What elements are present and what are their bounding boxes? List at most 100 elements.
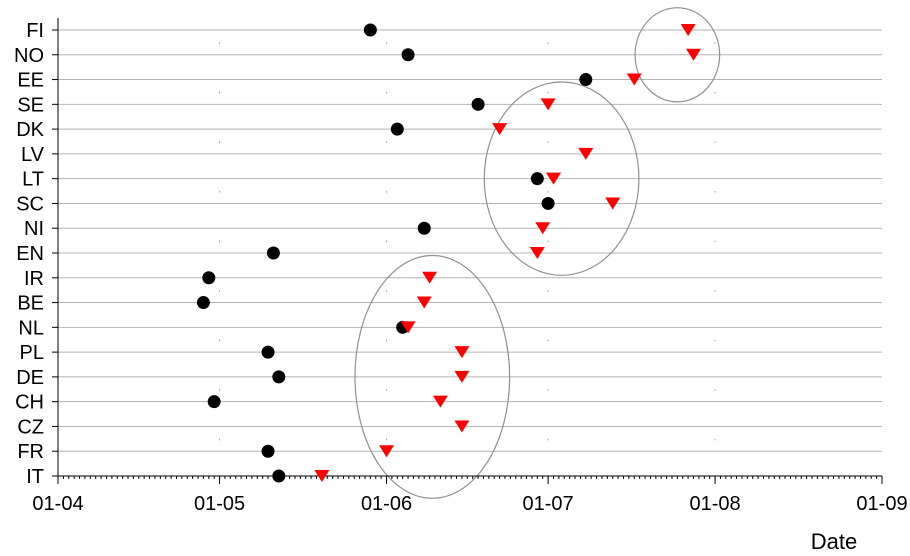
triangle-point-ee: [626, 73, 642, 86]
circle-point-no: [401, 48, 415, 62]
vertical-grid-dot: [714, 339, 716, 342]
vertical-grid-dot: [714, 240, 716, 243]
triangle-point-it: [314, 470, 330, 482]
vertical-grid-dot: [386, 191, 388, 193]
vertical-grid-dot: [386, 91, 388, 94]
circle-point-fr: [261, 444, 275, 458]
triangle-point-lt: [545, 172, 561, 185]
vertical-grid-dot: [386, 42, 388, 44]
circle-point-fi: [363, 23, 377, 37]
x-tick-label-2: 01-06: [361, 493, 412, 515]
circle-point-en: [266, 246, 280, 260]
vertical-grid-dot: [547, 240, 549, 243]
circle-point-de: [272, 370, 286, 384]
vertical-grid-dot: [547, 290, 549, 292]
triangle-point-ir: [422, 271, 438, 284]
vertical-grid-dot: [714, 389, 716, 391]
y-tick-label-ee: EE: [17, 70, 44, 92]
triangle-point-no: [686, 48, 702, 61]
vertical-grid-dot: [386, 339, 388, 342]
vertical-grid-dot: [386, 438, 388, 441]
triangle-point-se: [540, 98, 556, 111]
triangle-point-pl: [454, 346, 470, 359]
y-tick-label-de: DE: [16, 367, 44, 389]
axes: [52, 18, 883, 484]
data-points: [196, 23, 702, 483]
circle-point-lt: [530, 172, 544, 186]
triangle-point-sc: [605, 197, 621, 210]
y-tick-label-lv: LV: [21, 144, 45, 166]
vertical-grid-dot: [714, 290, 716, 292]
circle-point-pl: [261, 345, 275, 359]
triangle-point-en: [529, 247, 545, 259]
vertical-grid-dot: [219, 240, 221, 243]
circle-point-dk: [390, 122, 404, 136]
group-ellipse-2: [483, 81, 640, 276]
y-tick-label-ir: IR: [24, 268, 44, 290]
circle-point-sc: [541, 196, 555, 210]
triangle-point-cz: [454, 420, 470, 433]
y-tick-label-nl: NL: [18, 317, 44, 339]
vertical-grid-dot: [714, 438, 716, 441]
x-tick-label-5: 01-09: [856, 493, 907, 515]
y-tick-label-be: BE: [17, 293, 44, 315]
y-tick-label-no: NO: [14, 45, 44, 67]
vertical-grid-dot: [386, 290, 388, 292]
y-tick-label-se: SE: [17, 94, 44, 116]
y-tick-label-ch: CH: [15, 392, 44, 414]
vertical-grid-dot: [547, 191, 549, 193]
group-ellipse-3: [354, 254, 511, 499]
triangle-point-de: [454, 370, 470, 383]
vertical-grid-dot: [219, 191, 221, 193]
circle-point-se: [471, 97, 485, 111]
vertical-grid-dot: [219, 141, 221, 143]
vertical-grid-dot: [219, 389, 221, 391]
circle-point-ch: [207, 395, 221, 409]
group-ellipses: [354, 7, 721, 499]
circle-point-it: [272, 469, 286, 483]
vertical-grid-dot: [219, 290, 221, 292]
y-tick-label-cz: CZ: [17, 416, 44, 438]
y-tick-label-lt: LT: [22, 169, 44, 191]
vertical-grid-dot: [547, 339, 549, 342]
y-tick-label-sc: SC: [16, 193, 44, 215]
triangle-point-be: [416, 296, 432, 309]
vertical-grid-dot: [547, 91, 549, 94]
circle-point-ni: [417, 221, 431, 235]
vertical-grid-dot: [714, 191, 716, 193]
x-tick-label-0: 01-04: [32, 493, 83, 515]
triangle-point-nl: [400, 321, 416, 334]
triangle-point-ch: [432, 395, 448, 408]
x-tick-label-4: 01-08: [689, 493, 740, 515]
y-tick-label-fr: FR: [17, 441, 44, 463]
x-tick-label-1: 01-05: [194, 493, 245, 515]
vertical-grid-dot: [714, 141, 716, 143]
triangle-point-fi: [680, 24, 696, 36]
vertical-grid-dot: [219, 339, 221, 342]
triangle-point-ni: [535, 222, 551, 235]
vertical-grid-dot: [714, 42, 716, 44]
circle-point-ir: [202, 271, 216, 285]
triangle-point-fr: [379, 445, 395, 458]
x-tick-labels: 01-04 01-05 01-06 01-07 01-08 01-09: [32, 493, 907, 515]
circle-point-be: [196, 296, 210, 310]
y-tick-label-pl: PL: [20, 342, 44, 364]
group-ellipse-1: [634, 7, 721, 103]
vertical-grid-dot: [386, 240, 388, 243]
vertical-grid-dot: [386, 389, 388, 391]
y-tick-label-dk: DK: [16, 119, 44, 141]
vertical-grid-dot: [547, 438, 549, 441]
x-tick-label-3: 01-07: [523, 493, 574, 515]
triangle-point-dk: [492, 123, 508, 136]
vertical-grid-dot: [219, 42, 221, 44]
vertical-grid-dot: [714, 91, 716, 94]
circle-point-ee: [579, 73, 593, 87]
vertical-grid-dot: [219, 91, 221, 94]
y-tick-label-fi: FI: [26, 20, 44, 42]
vertical-grid-dot: [547, 141, 549, 143]
y-tick-label-ni: NI: [24, 218, 44, 240]
triangle-point-lv: [578, 147, 594, 160]
x-axis-title: Date: [811, 529, 857, 554]
